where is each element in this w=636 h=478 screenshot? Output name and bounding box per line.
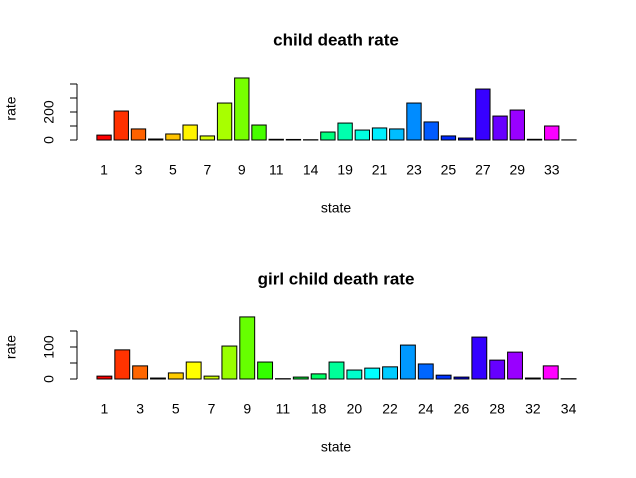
x-tick-label: 34 (561, 401, 577, 417)
x-tick-label: 21 (372, 162, 388, 178)
x-tick-label: 18 (311, 401, 327, 417)
x-tick-label: 1 (101, 401, 109, 417)
x-tick-label: 32 (525, 401, 541, 417)
bar (132, 365, 149, 380)
bar (239, 316, 256, 380)
bar (453, 376, 470, 380)
bar (167, 372, 184, 380)
bar (251, 124, 267, 141)
y-tick-label: 0 (41, 375, 57, 383)
x-tick-label: 14 (303, 162, 319, 178)
bar (96, 134, 112, 141)
bar (216, 102, 233, 141)
bar (526, 138, 543, 141)
x-tick-label: 9 (238, 162, 246, 178)
x-tick-label: 1 (100, 162, 108, 178)
y-tick-label: 0 (41, 136, 57, 144)
bar (328, 361, 345, 380)
x-tick-label: 23 (406, 162, 422, 178)
x-tick-label: 11 (276, 401, 291, 417)
y-tick-label: 100 (41, 335, 57, 359)
bar (150, 377, 166, 380)
bar (268, 138, 284, 141)
bar (354, 129, 371, 141)
bar (203, 375, 220, 380)
bar (524, 377, 541, 380)
bar (114, 349, 131, 380)
x-tick-label: 3 (136, 401, 144, 417)
y-axis-label: rate (3, 96, 19, 120)
bar (406, 102, 422, 141)
bar (285, 138, 302, 141)
bar (148, 138, 164, 141)
bar (310, 373, 327, 380)
bar (457, 137, 474, 141)
chart-title: girl child death rate (258, 269, 415, 288)
bar (507, 351, 523, 380)
bar (489, 359, 506, 380)
bar (509, 109, 525, 141)
x-tick-label: 26 (454, 401, 470, 417)
y-axis-label: rate (3, 335, 19, 359)
x-tick-label: 24 (418, 401, 434, 417)
x-tick-label: 5 (172, 401, 180, 417)
bar (492, 115, 508, 141)
x-tick-label: 9 (243, 401, 251, 417)
x-tick-label: 3 (135, 162, 143, 178)
x-tick-label: 27 (475, 162, 491, 178)
x-tick-label: 29 (510, 162, 526, 178)
x-tick-label: 22 (382, 401, 398, 417)
bar (542, 365, 559, 380)
bar (544, 125, 560, 141)
x-tick-label: 20 (347, 401, 363, 417)
bar (382, 366, 398, 380)
bar (337, 122, 353, 141)
x-tick-label: 19 (337, 162, 353, 178)
bar (364, 367, 381, 380)
bar (185, 361, 202, 380)
x-tick-label: 7 (208, 401, 216, 417)
bar (435, 374, 452, 380)
bar (130, 128, 147, 141)
x-tick-label: 7 (203, 162, 211, 178)
bar (417, 363, 434, 380)
x-tick-label: 11 (269, 162, 284, 178)
x-axis-label: state (321, 200, 352, 216)
bar (440, 135, 457, 141)
x-tick-label: 5 (169, 162, 177, 178)
bar (320, 131, 336, 141)
chart-title: child death rate (273, 30, 399, 49)
bar (471, 336, 488, 380)
bar (346, 369, 363, 380)
bar (199, 135, 216, 141)
bar (257, 361, 274, 380)
bar (96, 375, 113, 380)
bar (475, 88, 491, 141)
bar (165, 133, 181, 141)
bar (389, 128, 405, 141)
x-axis-label: state (321, 439, 352, 455)
x-tick-label: 28 (489, 401, 505, 417)
x-tick-label: 25 (441, 162, 457, 178)
bar (234, 77, 250, 141)
bar (182, 124, 198, 141)
bar (399, 344, 416, 380)
bar (423, 121, 439, 141)
bar (221, 345, 238, 380)
y-tick-label: 200 (41, 100, 57, 124)
bar (292, 376, 309, 380)
bar (113, 110, 129, 141)
x-tick-label: 33 (544, 162, 560, 178)
bar (371, 127, 388, 141)
